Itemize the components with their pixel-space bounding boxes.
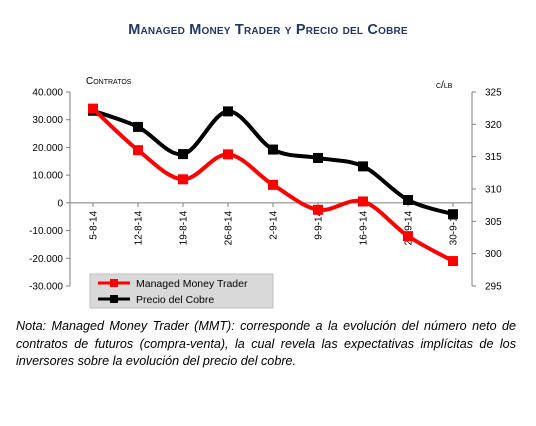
legend-swatch-marker xyxy=(110,279,118,287)
x-tick-label: 12-8-14 xyxy=(134,210,145,245)
right-tick-label: 305 xyxy=(485,217,502,228)
chart-note: Nota: Managed Money Trader (MMT): corres… xyxy=(16,319,516,368)
data-point xyxy=(313,152,323,163)
right-axis-title: c/lb xyxy=(436,80,453,91)
left-tick-label: 20.000 xyxy=(32,143,63,154)
data-point xyxy=(268,144,278,155)
right-tick-label: 295 xyxy=(485,282,502,293)
right-tick-label: 300 xyxy=(485,249,502,260)
left-tick-label: 10.000 xyxy=(32,171,63,182)
series-managed-money-trader xyxy=(88,103,458,267)
x-tick-label: 19-8-14 xyxy=(179,210,190,245)
left-tick-label: 30.000 xyxy=(32,115,63,126)
right-tick-label: 315 xyxy=(485,152,502,163)
chart-plot: 40.000 30.000 20.000 10.000 0 -10.000 -20.000 -… xyxy=(29,76,502,309)
left-tick-label: -20.000 xyxy=(29,254,63,265)
right-tick-label: 320 xyxy=(485,120,502,131)
data-point xyxy=(268,179,278,190)
data-point xyxy=(313,204,323,215)
legend-item: Managed Money Trader xyxy=(98,278,248,290)
data-point xyxy=(403,194,413,205)
data-point xyxy=(403,231,413,242)
x-tick-label: 9-9-14 xyxy=(314,210,325,239)
data-point xyxy=(448,256,458,267)
data-point xyxy=(133,121,143,132)
legend-label: Precio del Cobre xyxy=(136,294,214,306)
left-tick-label: 40.000 xyxy=(32,88,63,99)
data-point xyxy=(178,174,188,185)
chart-title: Managed Money Trader y Precio del Cobre xyxy=(128,22,408,38)
data-point xyxy=(178,149,188,160)
legend-item: Precio del Cobre xyxy=(98,294,214,306)
x-tick-label: 26-8-14 xyxy=(224,210,235,245)
data-point xyxy=(358,196,368,207)
x-tick-label: 5-8-14 xyxy=(89,210,100,239)
left-tick-label: -30.000 xyxy=(29,282,63,293)
legend-box xyxy=(89,273,274,309)
data-point xyxy=(133,145,143,156)
data-point xyxy=(88,103,98,114)
data-point xyxy=(358,161,368,172)
x-tick-label: 16-9-14 xyxy=(359,210,370,245)
x-tick-label: 23-9-14 xyxy=(404,210,415,245)
left-tick-label: 0 xyxy=(57,198,63,209)
right-tick-label: 325 xyxy=(485,88,502,99)
legend-label: Managed Money Trader xyxy=(136,278,248,290)
series-precio-del-cobre xyxy=(88,105,458,220)
x-tick-label: 2-9-14 xyxy=(269,210,280,239)
right-tick-label: 310 xyxy=(485,185,502,196)
series-line xyxy=(92,108,454,217)
data-point xyxy=(223,149,233,160)
data-point xyxy=(223,106,233,117)
left-axis-title: Contratos xyxy=(86,76,132,87)
left-tick-label: -10.000 xyxy=(29,226,63,237)
x-tick-label: 30-9-14 xyxy=(449,210,460,245)
data-point xyxy=(448,209,458,220)
legend-swatch-marker xyxy=(110,295,118,303)
